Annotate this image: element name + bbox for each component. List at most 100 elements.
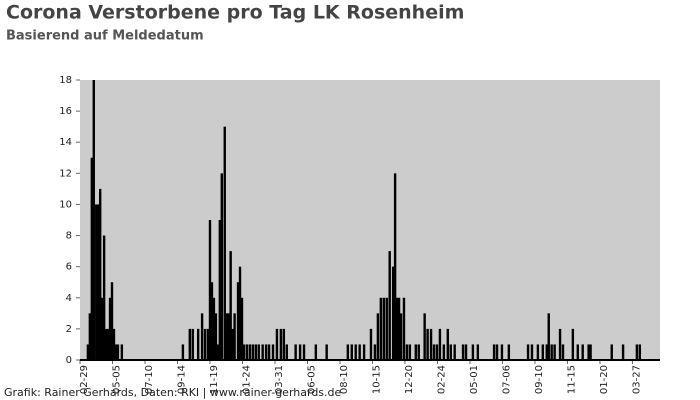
bar (251, 344, 255, 360)
bar (231, 328, 234, 360)
bar (233, 313, 236, 360)
bar (223, 126, 226, 361)
bar (638, 344, 642, 360)
bar (621, 344, 625, 360)
y-tick-label: 2 (66, 324, 72, 335)
x-tick-label: 07-10 (144, 365, 155, 394)
bar (408, 344, 412, 360)
bar (346, 344, 350, 360)
bar (106, 328, 110, 360)
bar (358, 344, 361, 360)
bar (376, 313, 380, 360)
bar (218, 220, 222, 360)
bar (446, 328, 449, 360)
bar (461, 344, 465, 360)
bar (379, 297, 383, 360)
bar (245, 344, 249, 360)
bar (362, 344, 366, 360)
x-tick-label: 12-20 (404, 365, 415, 394)
bar (526, 344, 530, 360)
bar (261, 344, 264, 360)
y-tick-label: 6 (66, 262, 72, 273)
bar (285, 344, 288, 360)
x-tick-label: 09-10 (534, 365, 545, 394)
bar (495, 344, 499, 360)
y-tick-label: 12 (59, 168, 72, 179)
bar (382, 297, 385, 360)
bar (476, 344, 480, 360)
x-tick-label: 03-31 (274, 365, 285, 394)
bar (238, 266, 242, 360)
bar (90, 157, 94, 360)
bar (200, 313, 204, 360)
bar (254, 344, 257, 360)
bar (116, 344, 120, 360)
y-tick-label: 10 (59, 199, 72, 210)
bar (635, 344, 639, 360)
bar (282, 328, 286, 360)
y-tick-label: 14 (59, 137, 72, 148)
bar (100, 297, 104, 360)
bar (325, 344, 328, 360)
bar (426, 328, 429, 360)
bar (191, 328, 194, 360)
bar (587, 344, 590, 360)
y-tick-label: 16 (59, 106, 72, 117)
bar (369, 328, 373, 360)
bar (350, 344, 353, 360)
bar (98, 188, 102, 360)
bar (385, 297, 388, 360)
bar (453, 344, 456, 360)
bar (545, 344, 548, 360)
bar (216, 344, 220, 360)
bar (257, 344, 260, 360)
bar (86, 344, 90, 360)
x-tick-label: 01-24 (241, 365, 252, 394)
bar (417, 344, 420, 360)
bar (102, 235, 106, 360)
bar (227, 313, 230, 360)
footer: Grafik: Rainer Gerhards, Daten: RKI | ww… (4, 386, 342, 399)
bar (393, 173, 397, 360)
bar (110, 282, 114, 360)
bar (442, 344, 446, 360)
x-tick-label: 08-10 (339, 365, 350, 394)
bar (536, 344, 540, 360)
bar (507, 344, 511, 360)
bar (589, 344, 592, 360)
bar (203, 328, 207, 360)
bar (196, 328, 200, 360)
x-tick-label: 01-20 (599, 365, 610, 394)
chart-subtitle: Basierend auf Meldedatum (6, 29, 204, 44)
bar (354, 344, 357, 360)
bar (88, 313, 92, 360)
bar (314, 344, 318, 360)
bar (541, 344, 545, 360)
bar (181, 344, 185, 360)
bar (373, 344, 377, 360)
bar (225, 313, 228, 360)
bar (610, 344, 613, 360)
bar (206, 328, 210, 360)
bar (214, 313, 218, 360)
bar (208, 220, 212, 360)
bar (388, 251, 391, 360)
bar (395, 297, 399, 360)
y-tick-label: 0 (66, 355, 72, 366)
bar (414, 344, 417, 360)
x-tick-label: 11-15 (566, 365, 577, 394)
bar (435, 344, 439, 360)
bar (405, 344, 409, 360)
bar (500, 344, 504, 360)
bar (112, 328, 116, 360)
x-tick-label: 05-01 (469, 365, 480, 394)
bar (423, 313, 426, 360)
bar (464, 344, 468, 360)
bar (399, 313, 403, 360)
plot-area (80, 80, 660, 360)
bar (492, 344, 496, 360)
bar (429, 328, 433, 360)
bar (92, 80, 95, 360)
bar (264, 344, 268, 360)
bar (391, 266, 395, 360)
